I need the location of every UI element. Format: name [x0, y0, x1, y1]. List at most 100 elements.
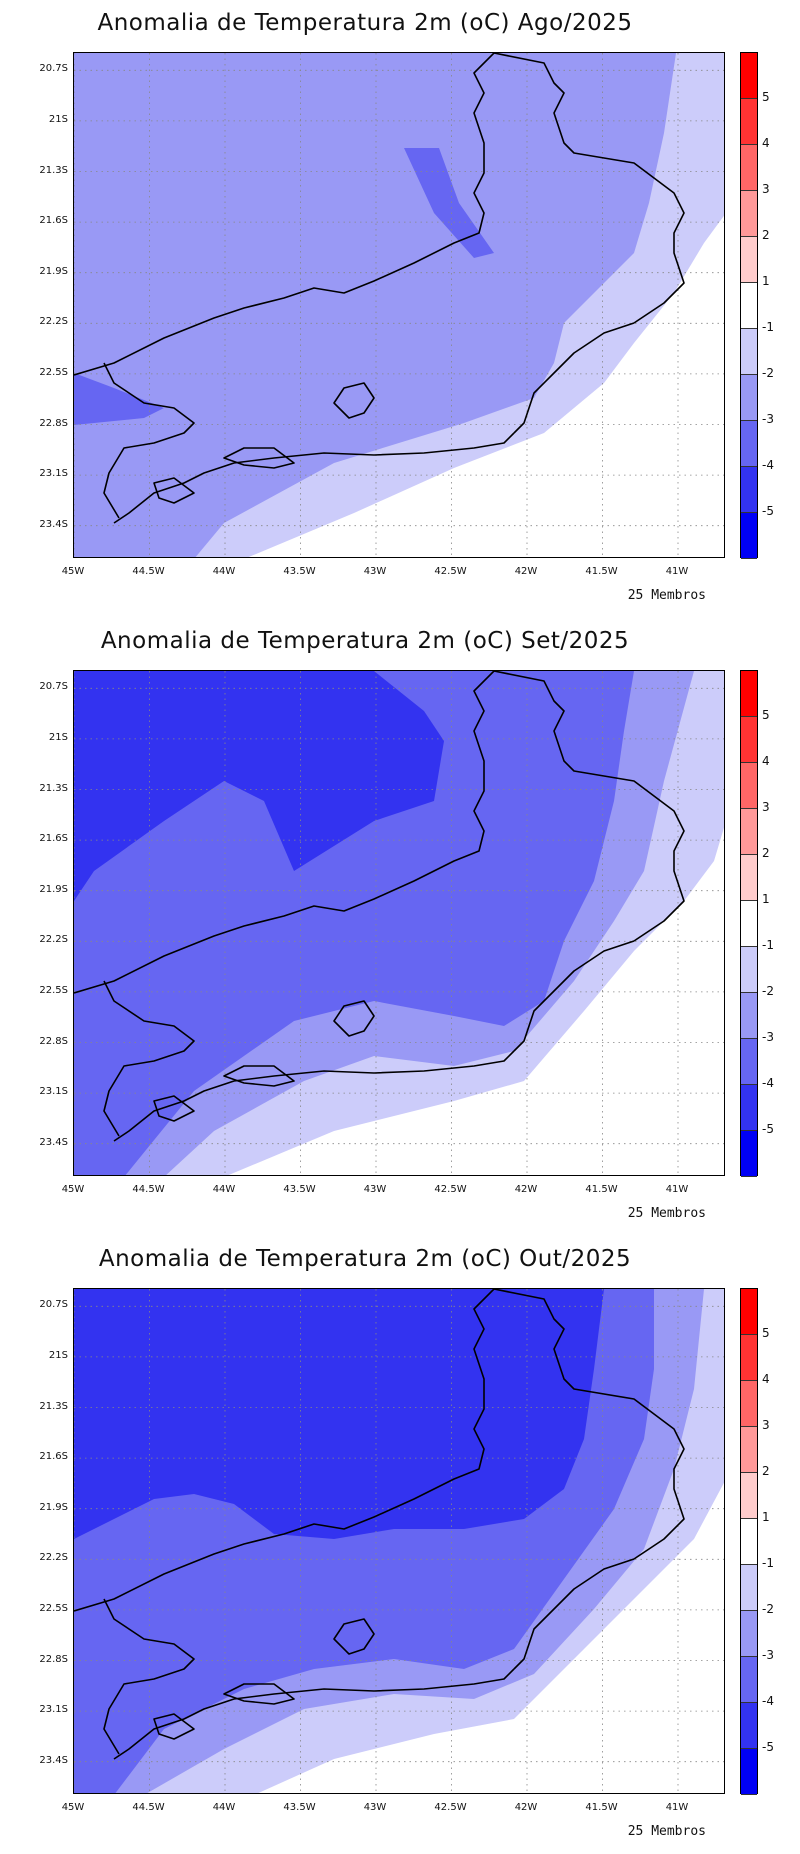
colorbar-segment: [741, 1611, 757, 1657]
colorbar-level-label: 1: [762, 274, 770, 288]
coastline-border: [103, 980, 195, 1137]
colorbar-segment: [741, 99, 757, 145]
colorbar-level-label: -4: [762, 458, 774, 472]
colorbar-segment: [741, 1703, 757, 1749]
colorbar-level-label: -1: [762, 938, 774, 952]
colorbar-segment: [741, 513, 757, 559]
panel-title: Anomalia de Temperatura 2m (oC) Set/2025: [100, 628, 630, 654]
colorbar-segment: [741, 763, 757, 809]
colorbar-segment: [741, 237, 757, 283]
lat-tick-label: 22.8S: [39, 417, 68, 429]
lat-tick-label: 21.9S: [39, 265, 68, 277]
colorbar-segment: [741, 1039, 757, 1085]
coastline-border: [233, 432, 515, 464]
anomaly-band-1: [74, 671, 444, 901]
colorbar-level-label: 3: [762, 1418, 770, 1432]
colorbar-segment: [741, 993, 757, 1039]
coastline-border: [153, 477, 195, 504]
coastline-border: [493, 671, 685, 942]
lon-tick-label: 44.5W: [132, 1802, 165, 1813]
lat-tick-label: 22.5S: [39, 366, 68, 378]
colorbar-level-label: 2: [762, 228, 770, 242]
colorbar-segment: [741, 1085, 757, 1131]
lon-tick-label: 43W: [363, 1802, 387, 1813]
colorbar-level-label: -3: [762, 412, 774, 426]
coastline-border: [113, 462, 235, 524]
colorbar-segment: [741, 855, 757, 901]
colorbar-segment: [741, 1131, 757, 1177]
colorbar-level-label: 4: [762, 136, 770, 150]
coastline-border: [223, 1683, 295, 1705]
lon-tick-label: 43W: [363, 566, 387, 577]
lon-tick-label: 41W: [665, 566, 689, 577]
colorbar-segment: [741, 1565, 757, 1611]
members-footer: 25 Membros: [627, 588, 706, 603]
lon-tick-label: 42W: [514, 1184, 538, 1195]
colorbar-level-label: 5: [762, 90, 770, 104]
lon-tick-label: 44W: [212, 1184, 236, 1195]
colorbar-level-label: -3: [762, 1648, 774, 1662]
coastline-border: [333, 382, 375, 419]
lon-tick-label: 42.5W: [434, 566, 467, 577]
panel-title: Anomalia de Temperatura 2m (oC) Out/2025: [98, 1246, 632, 1272]
lat-tick-label: 23.1S: [39, 1086, 68, 1098]
lat-tick-label: 21.9S: [39, 883, 68, 895]
lat-tick-label: 22.8S: [39, 1653, 68, 1665]
colorbar-level-label: -2: [762, 1602, 774, 1616]
lat-tick-label: 21.3S: [39, 1400, 68, 1412]
coastline-border: [113, 1080, 235, 1142]
lat-tick-label: 23.1S: [39, 468, 68, 480]
colorbar-segment: [741, 1381, 757, 1427]
lon-tick-label: 44W: [212, 1802, 236, 1813]
anomaly-band-4: [258, 1482, 724, 1793]
colorbar-level-label: 4: [762, 1372, 770, 1386]
colorbar-segment: [741, 901, 757, 947]
colorbar-level-label: 1: [762, 1510, 770, 1524]
anomaly-band-3: [404, 148, 494, 258]
lat-tick-label: 21.3S: [39, 164, 68, 176]
colorbar-level-label: -5: [762, 1122, 774, 1136]
lon-tick-label: 44W: [212, 566, 236, 577]
lon-tick-label: 42.5W: [434, 1184, 467, 1195]
colorbar-level-label: 5: [762, 1326, 770, 1340]
map-plot-area: [73, 670, 725, 1176]
colorbar-level-label: -1: [762, 320, 774, 334]
lat-tick-label: 23.1S: [39, 1704, 68, 1716]
lat-tick-label: 23.4S: [39, 1136, 68, 1148]
colorbar-segment: [741, 1749, 757, 1795]
colorbar-level-label: -4: [762, 1076, 774, 1090]
coastline-border: [113, 1698, 235, 1760]
lat-tick-label: 21S: [48, 1349, 68, 1361]
lon-tick-label: 41.5W: [585, 1184, 618, 1195]
lon-tick-label: 44.5W: [132, 566, 165, 577]
lat-tick-label: 20.7S: [39, 63, 68, 75]
lat-tick-label: 21S: [48, 731, 68, 743]
anomaly-band-2: [248, 215, 724, 557]
panel-title: Anomalia de Temperatura 2m (oC) Ago/2025: [97, 10, 633, 36]
anomaly-map: [74, 1289, 724, 1793]
anomaly-map: [74, 671, 724, 1175]
coastline-border: [513, 1558, 635, 1670]
colorbar-level-label: 5: [762, 708, 770, 722]
colorbar-level-label: -4: [762, 1694, 774, 1708]
colorbar-level-label: 4: [762, 754, 770, 768]
colorbar-level-label: 2: [762, 1464, 770, 1478]
coastline-border: [153, 1713, 195, 1740]
lon-tick-label: 43W: [363, 1184, 387, 1195]
anomaly-band-4: [74, 373, 164, 425]
colorbar-segment: [741, 191, 757, 237]
lat-tick-label: 21S: [48, 113, 68, 125]
coastline-border: [103, 1598, 195, 1755]
lat-tick-label: 22.8S: [39, 1035, 68, 1047]
coastline-border: [233, 1050, 515, 1082]
coastline-border: [333, 1000, 375, 1037]
colorbar-level-label: 3: [762, 182, 770, 196]
colorbar-segment: [741, 717, 757, 763]
lat-tick-label: 22.2S: [39, 934, 68, 946]
members-footer: 25 Membros: [627, 1206, 706, 1221]
lat-tick-label: 22.5S: [39, 984, 68, 996]
lon-tick-label: 45W: [61, 566, 85, 577]
colorbar-segment: [741, 1473, 757, 1519]
coastline-border: [513, 940, 635, 1052]
colorbar-segment: [741, 329, 757, 375]
